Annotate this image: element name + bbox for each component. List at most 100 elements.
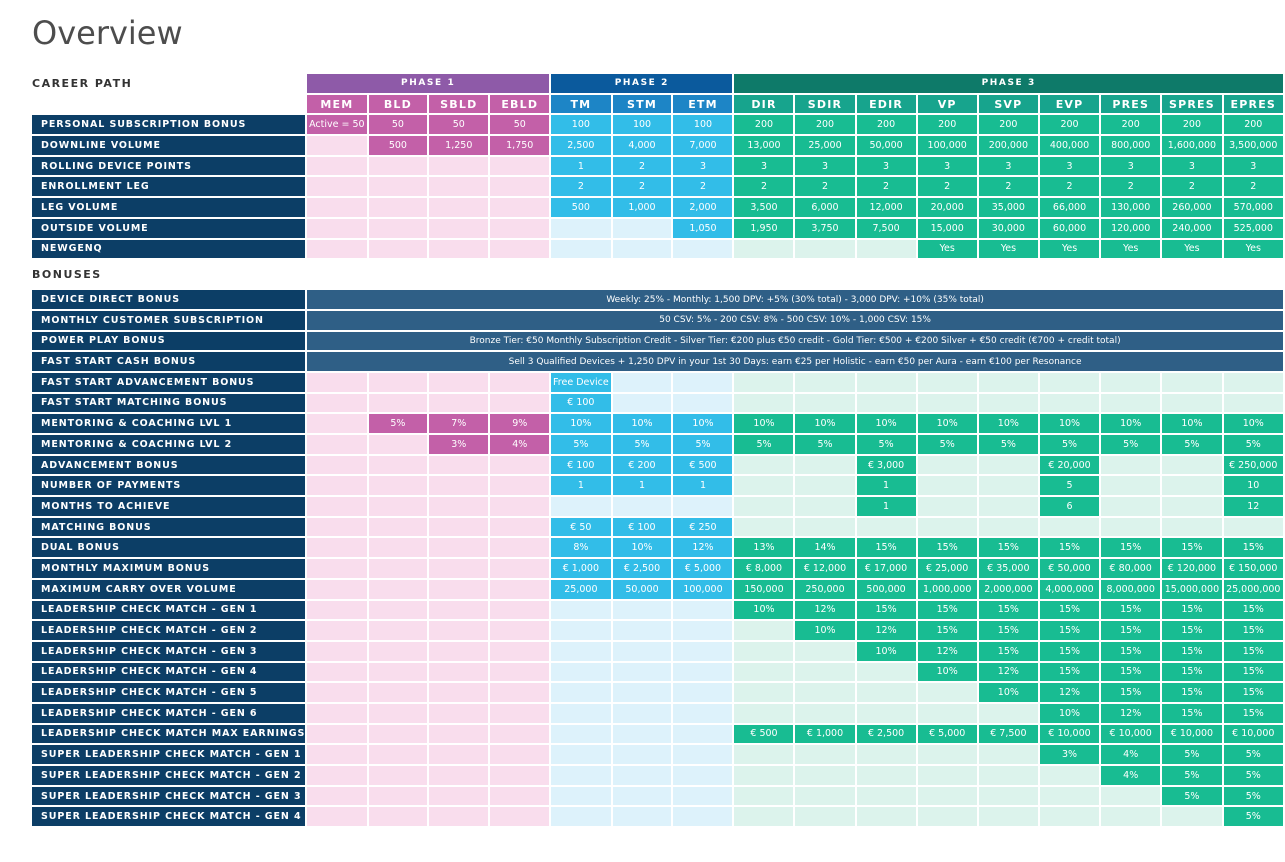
- row-label: LEADERSHIP CHECK MATCH - GEN 5: [32, 683, 306, 702]
- phase-header-row: CAREER PATH PHASE 1 PHASE 2 PHASE 3: [32, 74, 1283, 93]
- value-cell: 30,000: [978, 218, 1038, 238]
- value-cell: [856, 662, 916, 682]
- value-cell: 5%: [856, 435, 916, 454]
- value-cell: [429, 621, 489, 640]
- value-cell: 15%: [1101, 538, 1161, 558]
- value-cell: [368, 239, 428, 259]
- value-cell: [551, 497, 611, 516]
- bonus-row: MONTHLY MAXIMUM BONUS € 1,000 € 2,500 € 5,0…: [32, 559, 1283, 578]
- value-cell: [368, 218, 428, 238]
- value-cell: 1,000: [612, 198, 672, 217]
- value-cell: [551, 745, 611, 764]
- value-cell: 5%: [1223, 786, 1283, 806]
- value-cell: [795, 476, 855, 496]
- bonus-row: LEADERSHIP CHECK MATCH - GEN 2 10% 12% 15% 1…: [32, 621, 1283, 640]
- value-cell: 12: [1223, 497, 1283, 516]
- value-cell: 2: [1162, 177, 1222, 197]
- value-cell: [551, 724, 611, 744]
- value-cell: € 17,000: [856, 559, 916, 578]
- row-label: LEADERSHIP CHECK MATCH MAX EARNINGS: [32, 724, 306, 744]
- value-cell: 5%: [1162, 786, 1222, 806]
- value-cell: 2: [795, 177, 855, 197]
- value-cell: [307, 641, 367, 661]
- value-cell: 15%: [978, 621, 1038, 640]
- value-cell: 200: [978, 115, 1038, 135]
- value-cell: [551, 786, 611, 806]
- value-cell: 15%: [856, 538, 916, 558]
- value-cell: [734, 641, 794, 661]
- phase-3-header: PHASE 3: [734, 74, 1283, 93]
- value-cell: [1162, 807, 1222, 827]
- value-cell: 5%: [1223, 435, 1283, 454]
- value-cell: 500: [551, 198, 611, 217]
- value-cell: [307, 218, 367, 238]
- value-cell: 5%: [917, 435, 977, 454]
- value-cell: 2: [1039, 177, 1100, 197]
- value-cell: [673, 786, 733, 806]
- value-cell: [673, 372, 733, 392]
- rank-header-sdir: SDIR: [795, 94, 855, 114]
- value-cell: 4,000,000: [1039, 579, 1100, 599]
- value-cell: 50,000: [612, 579, 672, 599]
- value-cell: [429, 218, 489, 238]
- value-cell: [978, 766, 1038, 785]
- value-cell: [1101, 497, 1161, 516]
- value-cell: 570,000: [1223, 198, 1283, 217]
- value-cell: [856, 745, 916, 764]
- value-cell: [734, 683, 794, 702]
- value-cell: € 10,000: [1039, 724, 1100, 744]
- career-row: DOWNLINE VOLUME 500 1,250 1,750 2,500 4,000 7,…: [32, 136, 1283, 155]
- rank-header-vp: VP: [917, 94, 977, 114]
- value-cell: [429, 683, 489, 702]
- value-cell: [368, 393, 428, 413]
- value-cell: 5%: [1162, 435, 1222, 454]
- span-description-cell: Sell 3 Qualified Devices + 1,250 DPV in …: [307, 352, 1283, 371]
- bonus-row: LEADERSHIP CHECK MATCH - GEN 3 10% 12% 15% 1…: [32, 641, 1283, 661]
- value-cell: 10%: [1101, 414, 1161, 433]
- value-cell: [490, 807, 550, 827]
- value-cell: 10%: [734, 414, 794, 433]
- bonus-row: FAST START MATCHING BONUS € 100: [32, 393, 1283, 413]
- value-cell: € 500: [673, 455, 733, 475]
- value-cell: [1101, 517, 1161, 537]
- rank-header-ebld: EBLD: [490, 94, 550, 114]
- value-cell: 15,000: [917, 218, 977, 238]
- value-cell: 5%: [1101, 435, 1161, 454]
- span-row: FAST START CASH BONUS Sell 3 Qualified De…: [32, 352, 1283, 371]
- value-cell: 60,000: [1039, 218, 1100, 238]
- value-cell: [307, 239, 367, 259]
- value-cell: 15%: [1039, 662, 1100, 682]
- value-cell: 25,000: [795, 136, 855, 155]
- value-cell: [917, 372, 977, 392]
- value-cell: 15%: [856, 600, 916, 620]
- value-cell: 3,500,000: [1223, 136, 1283, 155]
- value-cell: [795, 497, 855, 516]
- bonus-row: LEADERSHIP CHECK MATCH - GEN 5 10% 12% 15% 1…: [32, 683, 1283, 702]
- value-cell: 5%: [612, 435, 672, 454]
- value-cell: 3: [795, 156, 855, 176]
- value-cell: 9%: [490, 414, 550, 433]
- value-cell: 150,000: [734, 579, 794, 599]
- career-row: NEWGENQ Yes Yes Yes Yes Yes Yes: [32, 239, 1283, 259]
- value-cell: € 7,500: [978, 724, 1038, 744]
- bonus-row: FAST START ADVANCEMENT BONUS Free Device: [32, 372, 1283, 392]
- value-cell: [1223, 393, 1283, 413]
- value-cell: [734, 621, 794, 640]
- value-cell: € 25,000: [917, 559, 977, 578]
- value-cell: [490, 517, 550, 537]
- value-cell: [368, 497, 428, 516]
- value-cell: [429, 198, 489, 217]
- value-cell: [1039, 766, 1100, 785]
- value-cell: [1101, 372, 1161, 392]
- value-cell: 15%: [1223, 600, 1283, 620]
- value-cell: [307, 766, 367, 785]
- value-cell: [1162, 497, 1222, 516]
- value-cell: 15%: [917, 621, 977, 640]
- value-cell: 5%: [795, 435, 855, 454]
- value-cell: 15,000,000: [1162, 579, 1222, 599]
- value-cell: 10%: [795, 414, 855, 433]
- row-label: FAST START CASH BONUS: [32, 352, 306, 371]
- value-cell: 10%: [978, 683, 1038, 702]
- value-cell: [307, 538, 367, 558]
- value-cell: 10%: [856, 414, 916, 433]
